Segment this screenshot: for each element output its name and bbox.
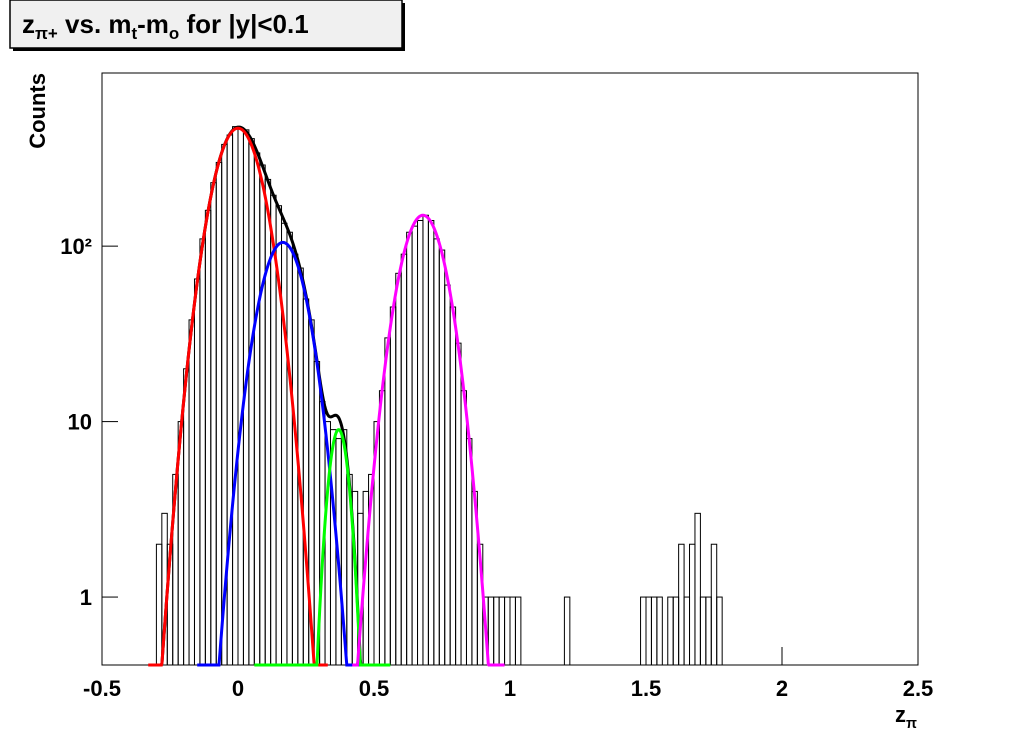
fit-curve <box>148 126 328 667</box>
histogram-bar <box>710 543 718 666</box>
histogram-bar <box>640 596 647 666</box>
histogram-bar <box>155 543 163 666</box>
title-box <box>9 0 403 49</box>
histogram-bar <box>264 178 272 666</box>
histogram-bar <box>281 222 288 666</box>
histogram-bar <box>455 342 462 666</box>
histogram-bar <box>378 390 386 666</box>
histogram-bar <box>694 512 701 666</box>
text-part: t <box>132 24 138 43</box>
y-tick-label: 10 <box>68 410 92 435</box>
histogram-bar <box>411 225 419 666</box>
histogram-bar <box>400 253 408 666</box>
histogram-bar <box>237 127 244 666</box>
histogram-bar <box>215 161 223 666</box>
x-tick-label: 0.5 <box>359 676 390 701</box>
histogram-bar <box>199 238 206 666</box>
x-tick-label: 2 <box>776 676 788 701</box>
histogram-bar <box>504 596 511 666</box>
x-tick-label: 1 <box>504 676 516 701</box>
histogram-bar <box>427 219 435 666</box>
histogram-bar <box>438 249 446 666</box>
y-tick-label: 1 <box>80 585 92 610</box>
histogram-bar <box>716 596 723 666</box>
histogram-bar <box>509 596 516 666</box>
histogram-bar <box>259 164 266 666</box>
text-part: z <box>895 702 906 727</box>
histogram-bar <box>444 284 451 666</box>
y-axis-label: Counts <box>25 73 50 149</box>
histogram-bar <box>563 596 571 666</box>
histogram-bar <box>193 278 201 666</box>
text-part: o <box>169 24 179 43</box>
x-tick-label: 1.5 <box>631 676 662 701</box>
histogram-bar <box>204 209 212 666</box>
histogram-bar <box>183 368 190 666</box>
x-tick-label: -0.5 <box>83 676 121 701</box>
fit-curve <box>197 240 361 667</box>
histogram-bar <box>384 337 391 666</box>
text-part: z <box>22 9 35 39</box>
histogram-bar <box>514 596 522 666</box>
histogram-bar <box>422 214 429 666</box>
x-axis-label: zπ <box>895 702 917 732</box>
histogram-bar <box>210 182 217 666</box>
text-part: π+ <box>35 24 58 43</box>
histogram-bar <box>248 138 255 666</box>
histogram-bar <box>645 596 652 666</box>
histogram-bar <box>460 390 467 666</box>
histogram-bar <box>433 238 440 666</box>
histogram-bar <box>253 152 261 666</box>
histogram-bar <box>689 543 696 666</box>
histogram-bar <box>417 219 424 666</box>
chart-title: zπ+ vs. mt-mo for |y|<0.1 <box>22 9 309 43</box>
histogram-bar <box>672 596 680 666</box>
y-tick-label: 10² <box>60 234 92 259</box>
histogram-bar <box>683 596 691 666</box>
histogram-bar <box>650 596 658 666</box>
text-part: vs. m <box>58 9 132 39</box>
fit-curve <box>156 125 366 667</box>
histogram-bar <box>395 272 402 666</box>
histogram-bar <box>406 231 413 666</box>
histogram-bar <box>667 596 674 666</box>
histogram-bar <box>699 596 707 666</box>
fit-curve <box>352 213 505 667</box>
text-part: for |y|<0.1 <box>179 9 308 39</box>
histogram-bar <box>449 306 457 666</box>
text-part: -m <box>137 9 169 39</box>
fit-curve <box>254 428 391 667</box>
x-tick-label: 0 <box>232 676 244 701</box>
x-tick-label: 2.5 <box>903 676 934 701</box>
histogram-bar <box>226 134 234 666</box>
histogram-bar <box>286 231 293 666</box>
histogram-bar <box>498 596 506 666</box>
histogram-bar <box>656 596 663 666</box>
histogram-bar <box>493 596 500 666</box>
text-part: π <box>906 716 917 732</box>
histogram-bar <box>705 596 712 666</box>
plot-frame <box>101 72 919 666</box>
histogram-bar <box>389 306 397 666</box>
histogram-bar <box>678 543 685 666</box>
histogram-bar <box>302 298 310 666</box>
histogram-bar <box>232 126 239 666</box>
histogram-bar <box>188 319 195 666</box>
